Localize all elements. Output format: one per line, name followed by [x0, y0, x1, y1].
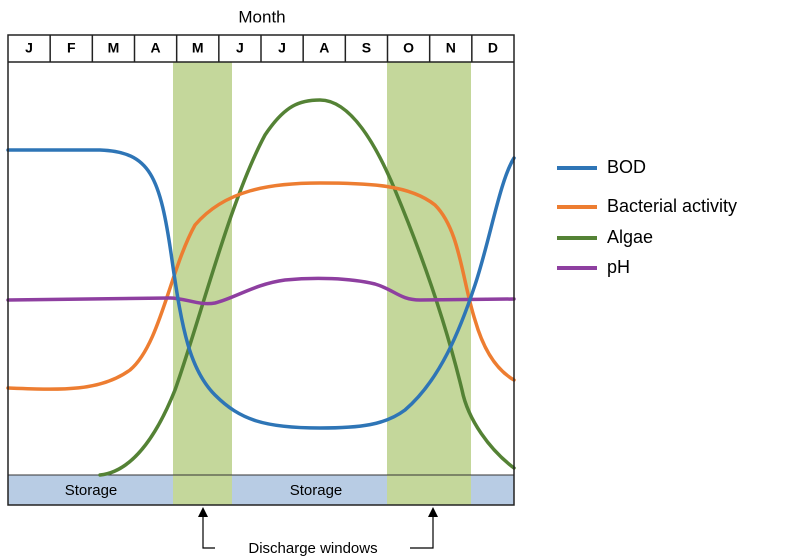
month-label: O: [403, 40, 414, 56]
bracket: [202, 512, 434, 549]
storage-label: Storage: [65, 482, 118, 499]
arrow-heads: [198, 507, 438, 517]
discharge-band: [173, 62, 232, 505]
legend-label: pH: [607, 257, 630, 277]
month-label: N: [446, 40, 456, 56]
month-label: J: [25, 40, 33, 56]
algae-curve: [98, 98, 516, 477]
storage-label: Storage: [290, 482, 343, 499]
month-label: F: [67, 40, 76, 56]
title: Month: [238, 7, 285, 26]
month-label: J: [278, 40, 286, 56]
month-label: A: [151, 40, 161, 56]
month-label: D: [488, 40, 498, 56]
storage-band: [8, 475, 173, 505]
legend-label: BOD: [607, 157, 646, 177]
annotation: Discharge windows: [248, 540, 377, 557]
month-label: M: [192, 40, 204, 56]
bod-curve: [6, 148, 516, 430]
storage-band: [232, 475, 387, 505]
month-label: A: [319, 40, 329, 56]
month-label: J: [236, 40, 244, 56]
legend-label: Bacterial activity: [607, 196, 737, 216]
legend-label: Algae: [607, 227, 653, 247]
month-label: M: [108, 40, 120, 56]
ph-curve: [6, 276, 516, 306]
month-label: S: [362, 40, 371, 56]
storage-band: [471, 475, 514, 505]
